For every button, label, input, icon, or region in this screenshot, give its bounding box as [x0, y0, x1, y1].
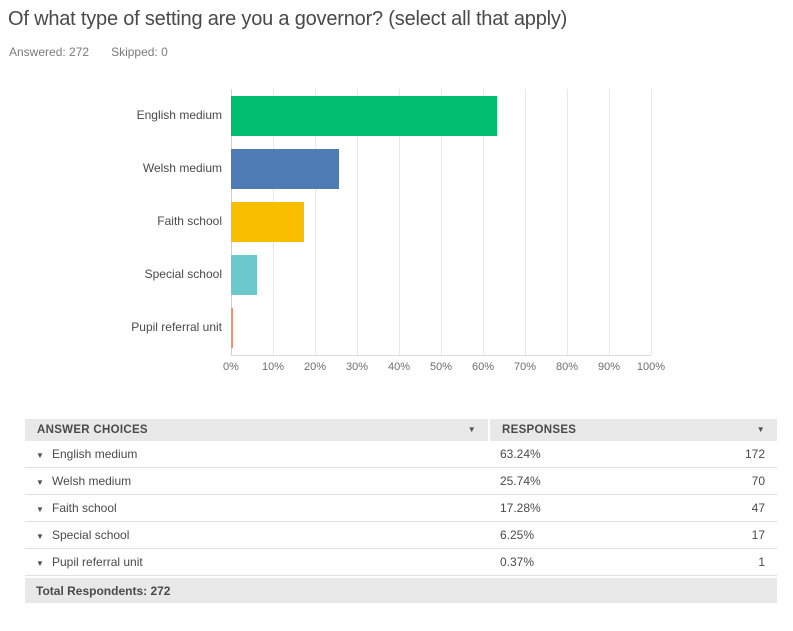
response-count: 47	[751, 501, 765, 515]
expand-caret-icon[interactable]: ▼	[36, 532, 44, 541]
x-tick-label: 20%	[303, 361, 327, 373]
category-label-text: Pupil referral unit	[131, 319, 222, 334]
gridline	[609, 89, 610, 355]
chart-row: Pupil referral unit	[6, 301, 657, 354]
response-count: 17	[751, 528, 765, 542]
expand-caret-icon[interactable]: ▼	[36, 505, 44, 514]
responses-cell: 25.74% 70	[488, 474, 777, 488]
table-row: ▼ Welsh medium 25.74% 70	[25, 468, 777, 495]
responses-cell: 6.25% 17	[488, 528, 777, 542]
category-label-text: Special school	[144, 266, 222, 281]
response-percent: 17.28%	[500, 501, 541, 515]
gridline	[357, 89, 358, 355]
table-row: ▼ Special school 6.25% 17	[25, 522, 777, 549]
answer-choice-label: Special school	[52, 528, 130, 542]
column-header-responses: RESPONSES ▼	[490, 419, 777, 441]
response-meta: Answered: 272 Skipped: 0	[9, 45, 793, 59]
table-row: ▼ Faith school 17.28% 47	[25, 495, 777, 522]
x-tick-label: 30%	[345, 361, 369, 373]
bar-track	[231, 95, 651, 136]
question-title: Of what type of setting are you a govern…	[8, 8, 568, 30]
chart-row: Welsh medium	[6, 142, 657, 195]
x-tick-label: 60%	[471, 361, 495, 373]
category-label-text: English medium	[136, 107, 222, 122]
response-count: 1	[758, 555, 765, 569]
answer-choice-label: Faith school	[52, 501, 117, 515]
bar-track	[231, 307, 651, 348]
response-percent: 6.25%	[500, 528, 535, 542]
gridline	[567, 89, 568, 355]
x-axis: 0% 10% 20% 30% 40% 50% 60% 70% 80% 90% 100%	[223, 354, 665, 376]
category-label: English medium	[6, 108, 231, 124]
chart-rows: English medium Welsh medium Faith school Sp…	[6, 89, 657, 354]
gridline	[525, 89, 526, 355]
row-expand-cell: ▼	[25, 555, 52, 569]
responses-cell: 0.37% 1	[488, 555, 777, 569]
x-tick-label: 90%	[597, 361, 621, 373]
results-table: ANSWER CHOICES ▼ RESPONSES ▼ ▼ English me…	[25, 419, 777, 603]
category-label: Faith school	[6, 214, 231, 230]
category-label-text: Faith school	[157, 213, 222, 228]
total-respondents-row: Total Respondents: 272	[25, 578, 777, 603]
gridline	[399, 89, 400, 355]
x-tick-label: 0%	[223, 361, 239, 373]
table-row: ▼ Pupil referral unit 0.37% 1	[25, 549, 777, 576]
answer-choice-label: Pupil referral unit	[52, 555, 143, 569]
expand-caret-icon[interactable]: ▼	[36, 559, 44, 568]
row-expand-cell: ▼	[25, 447, 52, 461]
x-tick-label: 70%	[513, 361, 537, 373]
x-tick-label: 80%	[555, 361, 579, 373]
expand-caret-icon[interactable]: ▼	[36, 451, 44, 460]
gridline	[483, 89, 484, 355]
row-expand-cell: ▼	[25, 528, 52, 542]
responses-cell: 63.24% 172	[488, 447, 777, 461]
response-percent: 63.24%	[500, 447, 541, 461]
response-count: 172	[744, 447, 765, 461]
row-expand-cell: ▼	[25, 474, 52, 488]
response-percent: 0.37%	[500, 555, 535, 569]
answer-choice-label: English medium	[52, 447, 138, 461]
column-header-label: ANSWER CHOICES	[37, 424, 148, 436]
gridline	[441, 89, 442, 355]
x-tick-label: 40%	[387, 361, 411, 373]
category-label: Welsh medium	[6, 161, 231, 177]
expand-caret-icon[interactable]: ▼	[36, 478, 44, 487]
column-header-answer-choices: ANSWER CHOICES ▼	[25, 419, 488, 441]
response-count: 70	[751, 474, 765, 488]
bar-pupil-referral-unit	[231, 307, 233, 348]
category-label-text: Welsh medium	[142, 160, 222, 175]
bar-faith-school	[231, 201, 304, 242]
table-header-row: ANSWER CHOICES ▼ RESPONSES ▼	[25, 419, 777, 441]
bar-track	[231, 148, 651, 189]
answered-count: Answered: 272	[9, 45, 90, 59]
x-tick-label: 100%	[636, 361, 666, 373]
x-tick-label: 50%	[429, 361, 453, 373]
responses-cell: 17.28% 47	[488, 501, 777, 515]
bar-special-school	[231, 254, 258, 295]
response-percent: 25.74%	[500, 474, 541, 488]
gridline	[651, 89, 652, 355]
category-label: Pupil referral unit	[6, 320, 231, 336]
bar-track	[231, 254, 651, 295]
answer-choice-label: Welsh medium	[52, 474, 132, 488]
x-tick-label: 10%	[261, 361, 285, 373]
category-label: Special school	[6, 267, 231, 283]
table-row: ▼ English medium 63.24% 172	[25, 441, 777, 468]
bar-chart: English medium Welsh medium Faith school Sp…	[6, 89, 665, 379]
column-header-label: RESPONSES	[502, 424, 577, 436]
chart-row: Faith school	[6, 195, 657, 248]
sort-caret-icon[interactable]: ▼	[467, 425, 476, 434]
row-expand-cell: ▼	[25, 501, 52, 515]
chart-row: English medium	[6, 89, 657, 142]
bar-english-medium	[231, 95, 497, 136]
skipped-count: Skipped: 0	[111, 45, 168, 59]
gridline	[315, 89, 316, 355]
bar-track	[231, 201, 651, 242]
bar-welsh-medium	[231, 148, 340, 189]
sort-caret-icon[interactable]: ▼	[756, 425, 765, 434]
chart-row: Special school	[6, 248, 657, 301]
table-body: ▼ English medium 63.24% 172 ▼ Welsh medium 25.…	[25, 441, 777, 576]
